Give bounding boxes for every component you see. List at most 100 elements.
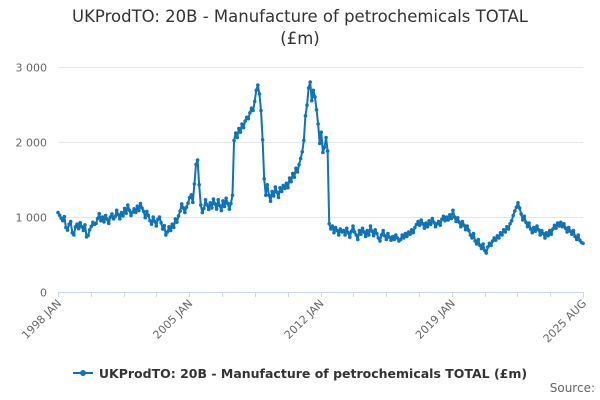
- data-point[interactable]: [78, 220, 83, 225]
- data-point[interactable]: [79, 224, 84, 229]
- data-point[interactable]: [305, 103, 309, 108]
- data-point[interactable]: [381, 228, 385, 233]
- data-point[interactable]: [414, 222, 419, 227]
- data-point[interactable]: [373, 227, 378, 232]
- data-point[interactable]: [194, 162, 198, 167]
- data-point[interactable]: [186, 201, 190, 205]
- data-point[interactable]: [322, 145, 327, 150]
- data-point[interactable]: [205, 203, 209, 207]
- data-point[interactable]: [403, 231, 408, 236]
- data-point[interactable]: [287, 176, 292, 180]
- data-point[interactable]: [408, 232, 412, 237]
- data-point[interactable]: [424, 221, 428, 225]
- data-point[interactable]: [94, 221, 98, 226]
- data-point[interactable]: [346, 230, 351, 235]
- data-point[interactable]: [118, 217, 122, 221]
- data-point[interactable]: [394, 233, 398, 237]
- data-point[interactable]: [211, 197, 216, 201]
- data-point[interactable]: [443, 218, 447, 223]
- data-point[interactable]: [286, 185, 290, 190]
- data-point[interactable]: [114, 208, 119, 213]
- data-point[interactable]: [75, 222, 79, 226]
- data-point[interactable]: [473, 239, 477, 243]
- data-point[interactable]: [206, 207, 211, 212]
- data-point[interactable]: [486, 245, 490, 249]
- data-point[interactable]: [438, 223, 443, 228]
- data-point[interactable]: [213, 202, 217, 206]
- data-point[interactable]: [535, 224, 539, 228]
- data-point[interactable]: [543, 236, 547, 240]
- data-point[interactable]: [367, 233, 371, 237]
- data-point[interactable]: [416, 219, 420, 224]
- data-point[interactable]: [203, 197, 208, 202]
- data-point[interactable]: [379, 233, 384, 237]
- data-point[interactable]: [270, 189, 274, 194]
- data-point[interactable]: [170, 222, 174, 226]
- data-point[interactable]: [411, 230, 416, 235]
- data-point[interactable]: [284, 181, 289, 186]
- data-point[interactable]: [363, 234, 368, 239]
- data-point[interactable]: [102, 220, 106, 224]
- data-point[interactable]: [146, 213, 151, 218]
- data-point[interactable]: [229, 201, 233, 206]
- data-point[interactable]: [536, 227, 541, 232]
- data-point[interactable]: [271, 194, 276, 198]
- data-point[interactable]: [214, 207, 219, 211]
- data-point[interactable]: [217, 203, 222, 208]
- data-point[interactable]: [419, 218, 424, 222]
- data-point[interactable]: [276, 195, 281, 200]
- data-point[interactable]: [81, 228, 86, 233]
- data-point[interactable]: [447, 212, 452, 217]
- data-point[interactable]: [141, 209, 146, 214]
- data-point[interactable]: [522, 214, 527, 219]
- data-point[interactable]: [157, 215, 162, 219]
- data-point[interactable]: [302, 138, 306, 143]
- data-point[interactable]: [405, 234, 409, 239]
- data-point[interactable]: [232, 138, 236, 143]
- plot-area[interactable]: 0 1 000 2 000 3 000 1998 JAN 2005 JAN 2012 JAN…: [0, 0, 600, 360]
- data-point[interactable]: [316, 122, 320, 126]
- data-point[interactable]: [306, 86, 311, 90]
- data-point[interactable]: [238, 130, 243, 135]
- data-point[interactable]: [105, 217, 109, 222]
- data-point[interactable]: [173, 217, 178, 221]
- data-point[interactable]: [251, 108, 255, 113]
- data-point[interactable]: [159, 220, 163, 225]
- data-point[interactable]: [137, 208, 141, 213]
- data-point[interactable]: [106, 221, 111, 226]
- data-point[interactable]: [392, 237, 397, 242]
- data-point[interactable]: [562, 221, 566, 226]
- data-point[interactable]: [198, 203, 203, 207]
- data-point[interactable]: [509, 218, 514, 223]
- data-point[interactable]: [275, 190, 279, 195]
- data-point[interactable]: [254, 88, 259, 93]
- data-point[interactable]: [73, 224, 78, 229]
- data-point[interactable]: [355, 237, 360, 242]
- data-point[interactable]: [524, 220, 528, 225]
- data-point[interactable]: [568, 229, 573, 234]
- data-point[interactable]: [149, 222, 154, 226]
- data-point[interactable]: [401, 236, 406, 240]
- data-point[interactable]: [57, 213, 62, 217]
- data-point[interactable]: [370, 229, 374, 234]
- data-point[interactable]: [263, 193, 268, 198]
- data-point[interactable]: [554, 226, 558, 231]
- data-point[interactable]: [527, 221, 531, 225]
- data-point[interactable]: [233, 131, 238, 135]
- data-point[interactable]: [417, 223, 422, 228]
- data-point[interactable]: [544, 230, 549, 235]
- data-point[interactable]: [413, 225, 417, 230]
- data-point[interactable]: [183, 210, 187, 215]
- data-point[interactable]: [59, 216, 63, 220]
- data-point[interactable]: [246, 116, 251, 121]
- data-point[interactable]: [273, 185, 278, 189]
- data-point[interactable]: [482, 248, 487, 253]
- data-point[interactable]: [87, 227, 92, 232]
- data-point[interactable]: [398, 237, 403, 242]
- data-point[interactable]: [327, 221, 332, 226]
- data-point[interactable]: [62, 214, 67, 219]
- data-point[interactable]: [460, 219, 465, 224]
- data-point[interactable]: [125, 203, 130, 207]
- data-point[interactable]: [289, 179, 293, 184]
- data-point[interactable]: [235, 135, 240, 140]
